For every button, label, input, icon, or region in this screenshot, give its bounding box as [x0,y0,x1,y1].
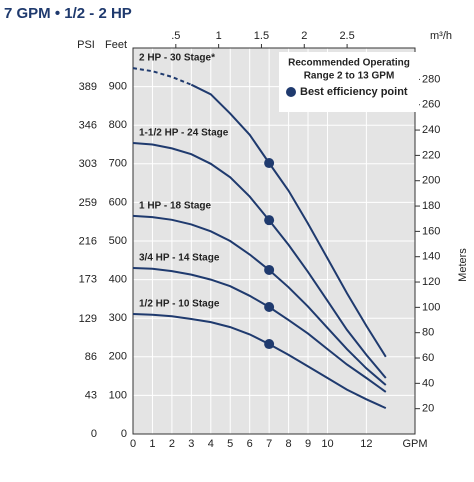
bep-point [264,302,275,313]
y-tick-label: 600 [109,196,127,208]
psi-tick-label: 0 [91,428,97,440]
note-line: Recommended Operating [288,58,410,69]
pump-curve [132,214,387,386]
bep-point [264,339,275,350]
psi-tick-label: 259 [79,197,97,209]
x-tick-label: 6 [247,438,253,450]
y2-tick-label: 240 [422,124,440,136]
y-tick-label: 0 [121,428,127,440]
legend-label: Best efficiency point [300,86,408,98]
x-tick-label: 2 [169,438,175,450]
y-tick-label: 800 [109,119,127,131]
curve-label: 1 HP - 18 Stage [139,201,212,212]
y2-tick-label: 280 [422,73,440,85]
x-tick-label: 12 [360,438,372,450]
plot-frame [132,47,416,435]
psi-tick-label: 86 [85,351,97,363]
x-axis-title: GPM [402,438,427,450]
y2-tick-label: 180 [422,200,440,212]
y2-tick-label: 120 [422,276,440,288]
x-tick-label: 5 [227,438,233,450]
y-tick-label: 900 [109,81,127,93]
x-tick-label: 9 [305,438,311,450]
x2-tick-label: 2 [301,30,307,42]
curve-label: 2 HP - 30 Stage* [139,53,215,64]
curve-label: 3/4 HP - 14 Stage [139,253,220,264]
pump-curve [132,313,387,410]
y2-tick-label: 140 [422,251,440,263]
y2-tick-label: 20 [422,403,434,415]
curve-label: 1/2 HP - 10 Stage [139,299,220,310]
plot: 0100200300400500600700800900043861291732… [79,30,441,450]
psi-tick-label: 303 [79,158,97,170]
y2-tick-label: 100 [422,301,440,313]
note-line: Range 2 to 13 GPM [304,71,395,82]
x2-tick-label: 2.5 [339,30,354,42]
x-tick-label: 0 [130,438,136,450]
y-tick-label: 700 [109,158,127,170]
x-tick-label: 7 [266,438,272,450]
x-tick-label: 3 [188,438,194,450]
y2-tick-label: 260 [422,99,440,111]
psi-tick-label: 389 [79,81,97,93]
psi-tick-label: 346 [79,119,97,131]
curve-label: 1-1/2 HP - 24 Stage [139,128,229,139]
x-tick-label: 4 [208,438,214,450]
psi-tick-label: 173 [79,274,97,286]
x2-tick-label: .5 [171,30,180,42]
y-axis-title: Feet [105,39,127,51]
y2-tick-label: 60 [422,352,434,364]
y2-tick-label: 160 [422,225,440,237]
psi-tick-label: 43 [85,390,97,402]
bep-point [264,264,275,275]
chart-title: 7 GPM • 1/2 - 2 HP [4,5,132,22]
bep-point [264,215,275,226]
y-tick-label: 100 [109,389,127,401]
pump-curve [190,83,387,358]
bep-point [264,158,275,169]
x2-tick-label: 1 [216,30,222,42]
x-tick-label: 1 [149,438,155,450]
y-tick-label: 300 [109,312,127,324]
x2-axis-title: m³/h [430,30,452,42]
pump-curve [132,142,387,379]
psi-axis-title: PSI [77,39,95,51]
legend-box [279,52,419,112]
y2-tick-label: 220 [422,149,440,161]
pump-curve [132,267,387,393]
y-tick-label: 400 [109,274,127,286]
legend-marker [286,87,296,97]
psi-tick-label: 216 [79,235,97,247]
x-tick-label: 10 [321,438,333,450]
y2-tick-label: 200 [422,175,440,187]
y2-tick-label: 80 [422,327,434,339]
y2-axis-title: Meters [457,248,469,282]
y2-tick-label: 40 [422,377,434,389]
x-tick-label: 8 [286,438,292,450]
pump-curve [132,67,192,86]
y-tick-label: 200 [109,351,127,363]
psi-tick-label: 129 [79,313,97,325]
x2-tick-label: 1.5 [254,30,269,42]
y-tick-label: 500 [109,235,127,247]
